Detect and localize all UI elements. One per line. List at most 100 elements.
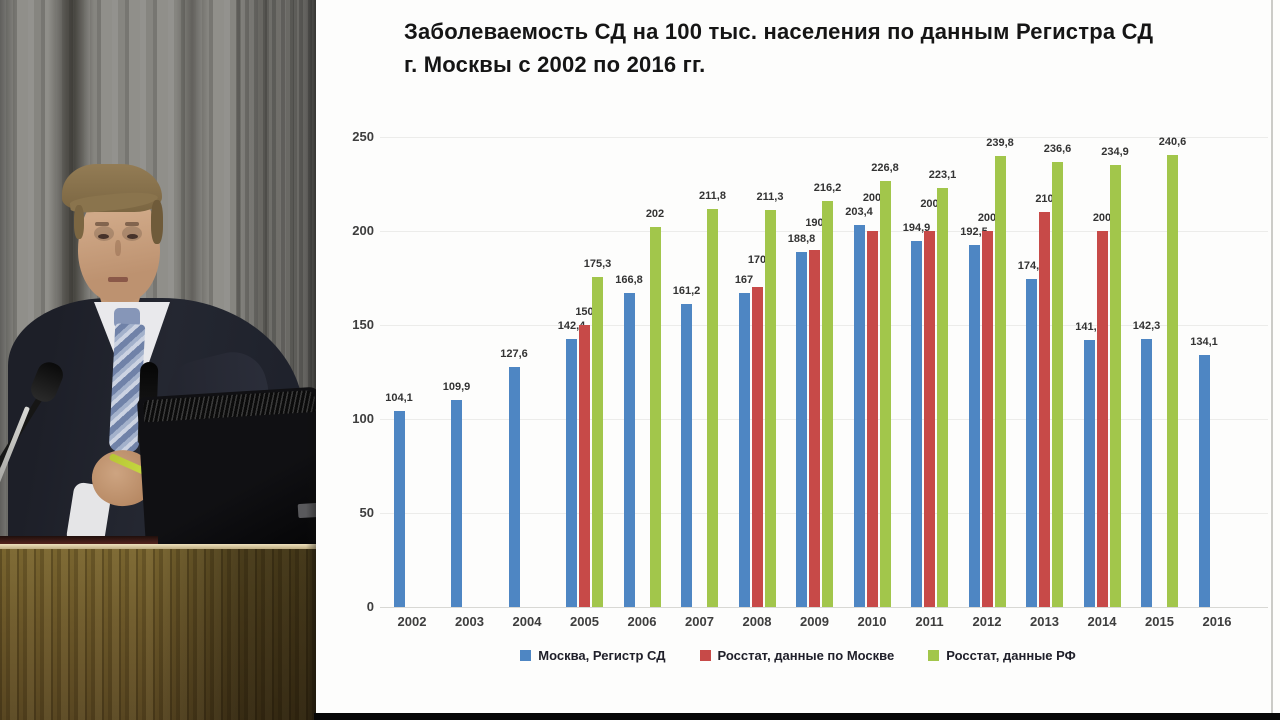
bar	[879, 180, 891, 607]
x-category-label: 2009	[800, 614, 829, 629]
bar	[451, 400, 462, 607]
bar	[681, 303, 692, 607]
y-tick-label: 100	[352, 411, 374, 426]
speaker-eyebrow-left	[95, 222, 109, 226]
slide-title-line1: Заболеваемость СД на 100 тыс. населения …	[404, 19, 1154, 44]
legend-label: Росстат, данные по Москве	[717, 648, 895, 663]
bottom-black-bar	[314, 713, 1280, 720]
chart-legend: Москва, Регистр СД Росстат, данные по Мос…	[316, 648, 1280, 663]
chart-plot: 0 50 100 150 200 250 104,1 2002 109,9 2003 127,6 20…	[316, 0, 1280, 713]
bar-value-label: 109,9	[442, 381, 471, 394]
bar	[809, 249, 820, 607]
bar-value-label: 200	[862, 191, 882, 204]
bar	[566, 339, 577, 607]
monitor-vent	[143, 389, 316, 423]
bar-value-label: 104,1	[385, 392, 413, 405]
bar	[911, 240, 922, 607]
legend-label: Росстат, данные РФ	[946, 648, 1076, 663]
bar	[1141, 339, 1152, 607]
x-category-label: 2014	[1087, 614, 1117, 629]
bar-value-label: 174,5	[1017, 259, 1046, 272]
bar	[924, 231, 935, 607]
speaker-hair-side-left	[74, 205, 84, 239]
bar	[751, 287, 763, 607]
slide-title-line2: г. Москвы с 2002 по 2016 гг.	[404, 52, 706, 77]
x-category-label: 2006	[627, 614, 657, 629]
bar	[579, 325, 590, 607]
bar	[623, 293, 635, 607]
bar-value-label: 127,6	[500, 348, 528, 361]
bar	[853, 224, 865, 607]
bar	[1198, 354, 1210, 607]
bar-value-label: 142,4	[557, 320, 586, 333]
bar-value-label: 134,1	[1190, 335, 1218, 348]
x-category-label: 2002	[397, 614, 427, 629]
bar-value-label: 150	[575, 306, 594, 318]
bar	[796, 252, 807, 607]
y-tick-label: 150	[352, 317, 374, 332]
legend-label: Москва, Регистр СД	[538, 648, 666, 663]
bar-value-label: 211,8	[699, 189, 726, 202]
y-tick-label: 250	[352, 129, 374, 144]
bar-value-label: 190	[805, 216, 824, 229]
bar	[981, 231, 993, 607]
photo-area	[0, 0, 316, 720]
bar-value-label: 170	[747, 254, 767, 267]
bar	[968, 245, 980, 607]
x-axis-baseline	[380, 607, 1268, 608]
x-category-label: 2003	[455, 614, 484, 629]
bar	[738, 293, 750, 607]
bar-value-label: 142,3	[1132, 320, 1161, 333]
bar-value-label: 141,9	[1075, 321, 1103, 334]
x-category-label: 2015	[1145, 614, 1174, 629]
podium-trim	[0, 536, 158, 544]
x-category-label: 2012	[972, 614, 1002, 629]
bar-value-label: 240,6	[1158, 135, 1187, 148]
legend-item: Росстат, данные по Москве	[699, 648, 895, 663]
legend-item: Москва, Регистр СД	[520, 648, 666, 663]
bar-value-label: 167	[734, 274, 754, 287]
bar	[393, 411, 405, 607]
bar-value-label: 188,8	[787, 233, 816, 246]
slide-title: Заболеваемость СД на 100 тыс. населения …	[404, 15, 1234, 81]
speaker-eyebrow-right	[125, 222, 139, 226]
bar	[707, 208, 718, 607]
bar-value-label: 203,4	[845, 205, 873, 218]
bar-value-label: 211,3	[756, 190, 784, 203]
bar-value-label: 192,5	[960, 226, 988, 239]
bar-value-label: 166,8	[615, 274, 643, 287]
bar	[1109, 165, 1121, 607]
y-tick-label: 0	[366, 599, 374, 614]
bar-value-label: 210	[1035, 193, 1054, 206]
x-category-label: 2016	[1202, 614, 1232, 629]
bar-value-label: 216,2	[813, 181, 842, 194]
x-category-label: 2005	[570, 614, 599, 629]
legend-item: Росстат, данные РФ	[928, 648, 1076, 663]
speaker-eye-right	[127, 234, 138, 239]
bar	[508, 367, 520, 607]
speaker-tie-knot	[114, 308, 140, 328]
speaker-mouth	[108, 277, 128, 282]
speaker-nose	[115, 240, 121, 256]
bar	[592, 277, 603, 607]
x-category-label: 2007	[685, 614, 714, 629]
legend-swatch	[520, 650, 532, 661]
y-tick-label: 200	[352, 223, 374, 238]
bar	[822, 200, 833, 607]
bar	[1026, 278, 1037, 607]
speaker-eye-left	[98, 234, 109, 239]
podium-edge	[0, 544, 316, 549]
photo-right-edge-shade	[306, 0, 316, 720]
legend-swatch	[928, 650, 940, 661]
bar-value-label: 234,9	[1101, 146, 1129, 159]
bar	[1167, 154, 1178, 607]
bar	[649, 227, 661, 607]
slide-area: Заболеваемость СД на 100 тыс. населения …	[316, 0, 1280, 713]
bar-value-label: 223,1	[928, 168, 957, 181]
speaker-hair-side-right	[151, 200, 163, 244]
podium-shadow	[148, 547, 316, 720]
bar-value-label: 226,8	[871, 161, 899, 174]
bar	[1052, 162, 1063, 607]
bar-value-label: 239,8	[986, 137, 1014, 150]
